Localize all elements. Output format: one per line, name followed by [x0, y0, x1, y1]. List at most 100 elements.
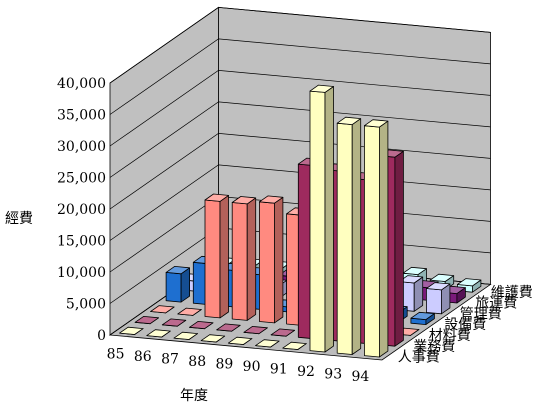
bar [410, 311, 435, 326]
series-label: 業務費 [413, 339, 455, 355]
bar-top [177, 307, 202, 316]
bar-top [363, 119, 389, 128]
chart-bars [119, 84, 482, 358]
bar-side [246, 197, 257, 321]
x-tick-label: 90 [243, 359, 261, 375]
x-tick-label: 94 [351, 369, 369, 385]
x-tick-label: 86 [134, 349, 152, 365]
series-label: 維護費 [491, 285, 533, 301]
bar-front [309, 90, 326, 353]
x-tick-label: 88 [188, 354, 206, 370]
gridline [109, 101, 491, 178]
bar-front [336, 122, 353, 355]
bar-top [270, 328, 296, 337]
bar-top [161, 318, 187, 327]
bar [165, 265, 191, 303]
bar [243, 325, 268, 335]
bar-top [402, 266, 427, 276]
bar-top [456, 278, 482, 287]
bar-top [150, 305, 175, 314]
y-tick-label: 40,000 [57, 76, 106, 92]
bar-front [231, 202, 248, 321]
bar-top [410, 311, 435, 321]
series-label: 管理費 [460, 306, 502, 322]
bar-front [204, 199, 221, 319]
series-label: 材料費 [429, 328, 471, 344]
bar-side [273, 196, 284, 324]
y-tick-label: 10,000 [57, 265, 106, 281]
bar-side [394, 150, 404, 347]
bar-top [146, 329, 171, 338]
bar [216, 323, 241, 332]
bar-top [134, 315, 160, 325]
x-tick-label: 92 [297, 364, 315, 380]
bar [204, 193, 229, 319]
bar-top [243, 325, 268, 335]
bar-top [258, 195, 284, 204]
y-tick-label: 35,000 [57, 108, 106, 124]
gridline [109, 70, 491, 147]
bar-top [429, 273, 455, 282]
gridline [109, 133, 491, 210]
bar [161, 318, 187, 327]
x-axis-tick-labels: 85 86 87 88 89 90 91 92 93 94 [107, 346, 370, 385]
gridline [109, 38, 491, 115]
bar-top [227, 336, 253, 345]
x-axis-title: 年度 [180, 388, 208, 404]
bar-top [216, 323, 241, 332]
bar [425, 282, 451, 315]
x-tick-label: 87 [161, 351, 179, 367]
bar-front [165, 271, 182, 303]
bar [363, 119, 389, 358]
bar-front [258, 201, 275, 324]
bar-top [173, 331, 198, 340]
bar-top [425, 282, 451, 291]
x-tick-label: 91 [270, 361, 288, 377]
x-tick-label: 89 [215, 356, 233, 372]
y-axis-tick-labels: 0 5,000 10,000 15,000 20,000 25,000 30,000 35,0… [57, 76, 106, 344]
bar-side [324, 86, 334, 353]
bar [177, 307, 202, 316]
bar [336, 116, 362, 355]
y-tick-label: 30,000 [57, 139, 106, 155]
bar-top [165, 265, 191, 275]
bar-side [378, 120, 389, 358]
bar [227, 336, 253, 345]
bar-top [189, 320, 214, 330]
series-label: 人事費 [398, 350, 440, 366]
bar-top [336, 116, 362, 125]
bar [134, 315, 160, 325]
bar-top [309, 84, 334, 93]
bar-top [255, 339, 280, 348]
series-label: 旅運費 [475, 296, 517, 312]
bar [231, 196, 257, 321]
bar-top [200, 334, 226, 343]
y-tick-label: 25,000 [57, 171, 106, 187]
bar-top [398, 275, 424, 284]
y-tick-label: 5,000 [66, 297, 106, 313]
bar [255, 339, 280, 348]
bar-top [204, 193, 229, 202]
bar [200, 334, 226, 343]
y-axis-title: 經費 [5, 211, 33, 227]
bar [173, 331, 198, 340]
bar [189, 320, 214, 330]
bar-side [219, 194, 229, 319]
series-label: 設備費 [444, 317, 486, 333]
bar [258, 195, 284, 324]
bar [146, 329, 171, 338]
y-tick-label: 0 [97, 328, 106, 344]
bar [150, 305, 175, 314]
y-tick-label: 15,000 [57, 234, 106, 250]
bar-front [363, 125, 380, 358]
bar-top [119, 326, 144, 335]
bar-front [425, 288, 442, 315]
y-tick-label: 20,000 [57, 202, 106, 218]
bar [119, 326, 144, 335]
x-tick-label: 93 [324, 366, 342, 382]
bar [270, 328, 296, 337]
x-tick-label: 85 [107, 346, 125, 362]
bar-top [282, 341, 307, 350]
